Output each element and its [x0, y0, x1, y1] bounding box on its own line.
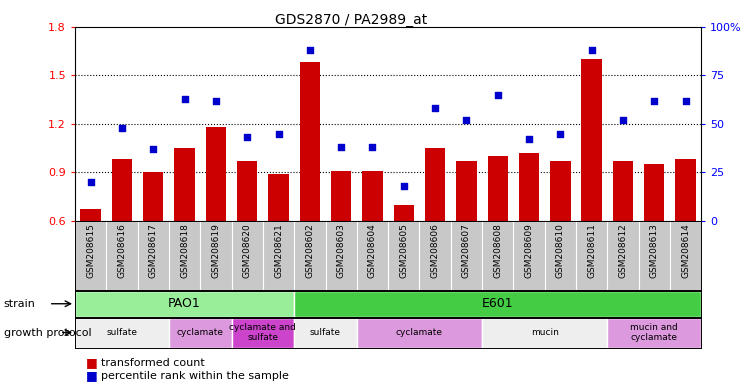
Text: mucin and
cyclamate: mucin and cyclamate	[631, 323, 678, 342]
Text: ■: ■	[86, 356, 98, 369]
Bar	[75, 291, 294, 317]
Point	[398, 183, 410, 189]
Point	[85, 179, 97, 185]
Bar	[676, 159, 696, 318]
Bar	[608, 318, 701, 348]
Text: GSM208618: GSM208618	[180, 223, 189, 278]
Bar	[75, 318, 169, 348]
Point	[554, 131, 566, 137]
Text: sulfate: sulfate	[310, 328, 341, 337]
Point	[367, 144, 379, 150]
Point	[116, 125, 128, 131]
Text: GSM208607: GSM208607	[462, 223, 471, 278]
Bar	[294, 318, 357, 348]
Text: percentile rank within the sample: percentile rank within the sample	[101, 371, 290, 381]
Text: ■: ■	[86, 369, 98, 382]
Bar	[175, 148, 195, 318]
Text: GSM208608: GSM208608	[494, 223, 502, 278]
Text: GSM208603: GSM208603	[337, 223, 346, 278]
Text: GSM208617: GSM208617	[148, 223, 158, 278]
Bar	[394, 205, 414, 318]
Text: strain: strain	[4, 299, 36, 309]
Bar	[581, 59, 602, 318]
Text: GSM208604: GSM208604	[368, 223, 377, 278]
Bar	[294, 291, 701, 317]
Text: mucin: mucin	[531, 328, 559, 337]
Text: sulfate: sulfate	[106, 328, 137, 337]
Bar	[143, 172, 164, 318]
Bar	[357, 318, 482, 348]
Point	[429, 105, 441, 111]
Bar	[519, 153, 539, 318]
Point	[178, 96, 190, 102]
Text: GSM208611: GSM208611	[587, 223, 596, 278]
Text: GSM208605: GSM208605	[399, 223, 408, 278]
Text: GSM208609: GSM208609	[524, 223, 533, 278]
Point	[460, 117, 472, 123]
Point	[680, 98, 692, 104]
Point	[586, 47, 598, 53]
Text: cyclamate: cyclamate	[177, 328, 224, 337]
Bar	[425, 148, 445, 318]
Text: growth protocol: growth protocol	[4, 328, 92, 338]
Point	[617, 117, 629, 123]
Bar	[550, 161, 571, 318]
Text: transformed count: transformed count	[101, 358, 205, 368]
Text: GDS2870 / PA2989_at: GDS2870 / PA2989_at	[274, 13, 427, 27]
Text: cyclamate and
sulfate: cyclamate and sulfate	[230, 323, 296, 342]
Text: cyclamate: cyclamate	[396, 328, 443, 337]
Point	[210, 98, 222, 104]
Text: GSM208606: GSM208606	[430, 223, 439, 278]
Bar	[112, 159, 132, 318]
Text: GSM208620: GSM208620	[243, 223, 252, 278]
Text: GSM208614: GSM208614	[681, 223, 690, 278]
Text: GSM208612: GSM208612	[619, 223, 628, 278]
Bar	[300, 63, 320, 318]
Text: PAO1: PAO1	[168, 297, 201, 310]
Bar	[331, 171, 351, 318]
Text: GSM208621: GSM208621	[274, 223, 283, 278]
Bar	[206, 127, 226, 318]
Bar	[80, 210, 100, 318]
Point	[648, 98, 660, 104]
Text: GSM208610: GSM208610	[556, 223, 565, 278]
Text: E601: E601	[482, 297, 514, 310]
Text: GSM208602: GSM208602	[305, 223, 314, 278]
Bar	[488, 156, 508, 318]
Bar	[362, 171, 382, 318]
Bar	[237, 161, 257, 318]
Point	[242, 134, 254, 141]
Text: GSM208613: GSM208613	[650, 223, 658, 278]
Bar	[169, 318, 232, 348]
Point	[492, 92, 504, 98]
Bar	[456, 161, 476, 318]
Bar	[232, 318, 294, 348]
Text: GSM208619: GSM208619	[211, 223, 220, 278]
Bar	[644, 164, 664, 318]
Bar	[268, 174, 289, 318]
Point	[304, 47, 316, 53]
Text: GSM208616: GSM208616	[118, 223, 127, 278]
Text: GSM208615: GSM208615	[86, 223, 95, 278]
Point	[523, 136, 535, 142]
Point	[272, 131, 284, 137]
Point	[335, 144, 347, 150]
Bar	[482, 318, 608, 348]
Point	[147, 146, 159, 152]
Bar	[613, 161, 633, 318]
